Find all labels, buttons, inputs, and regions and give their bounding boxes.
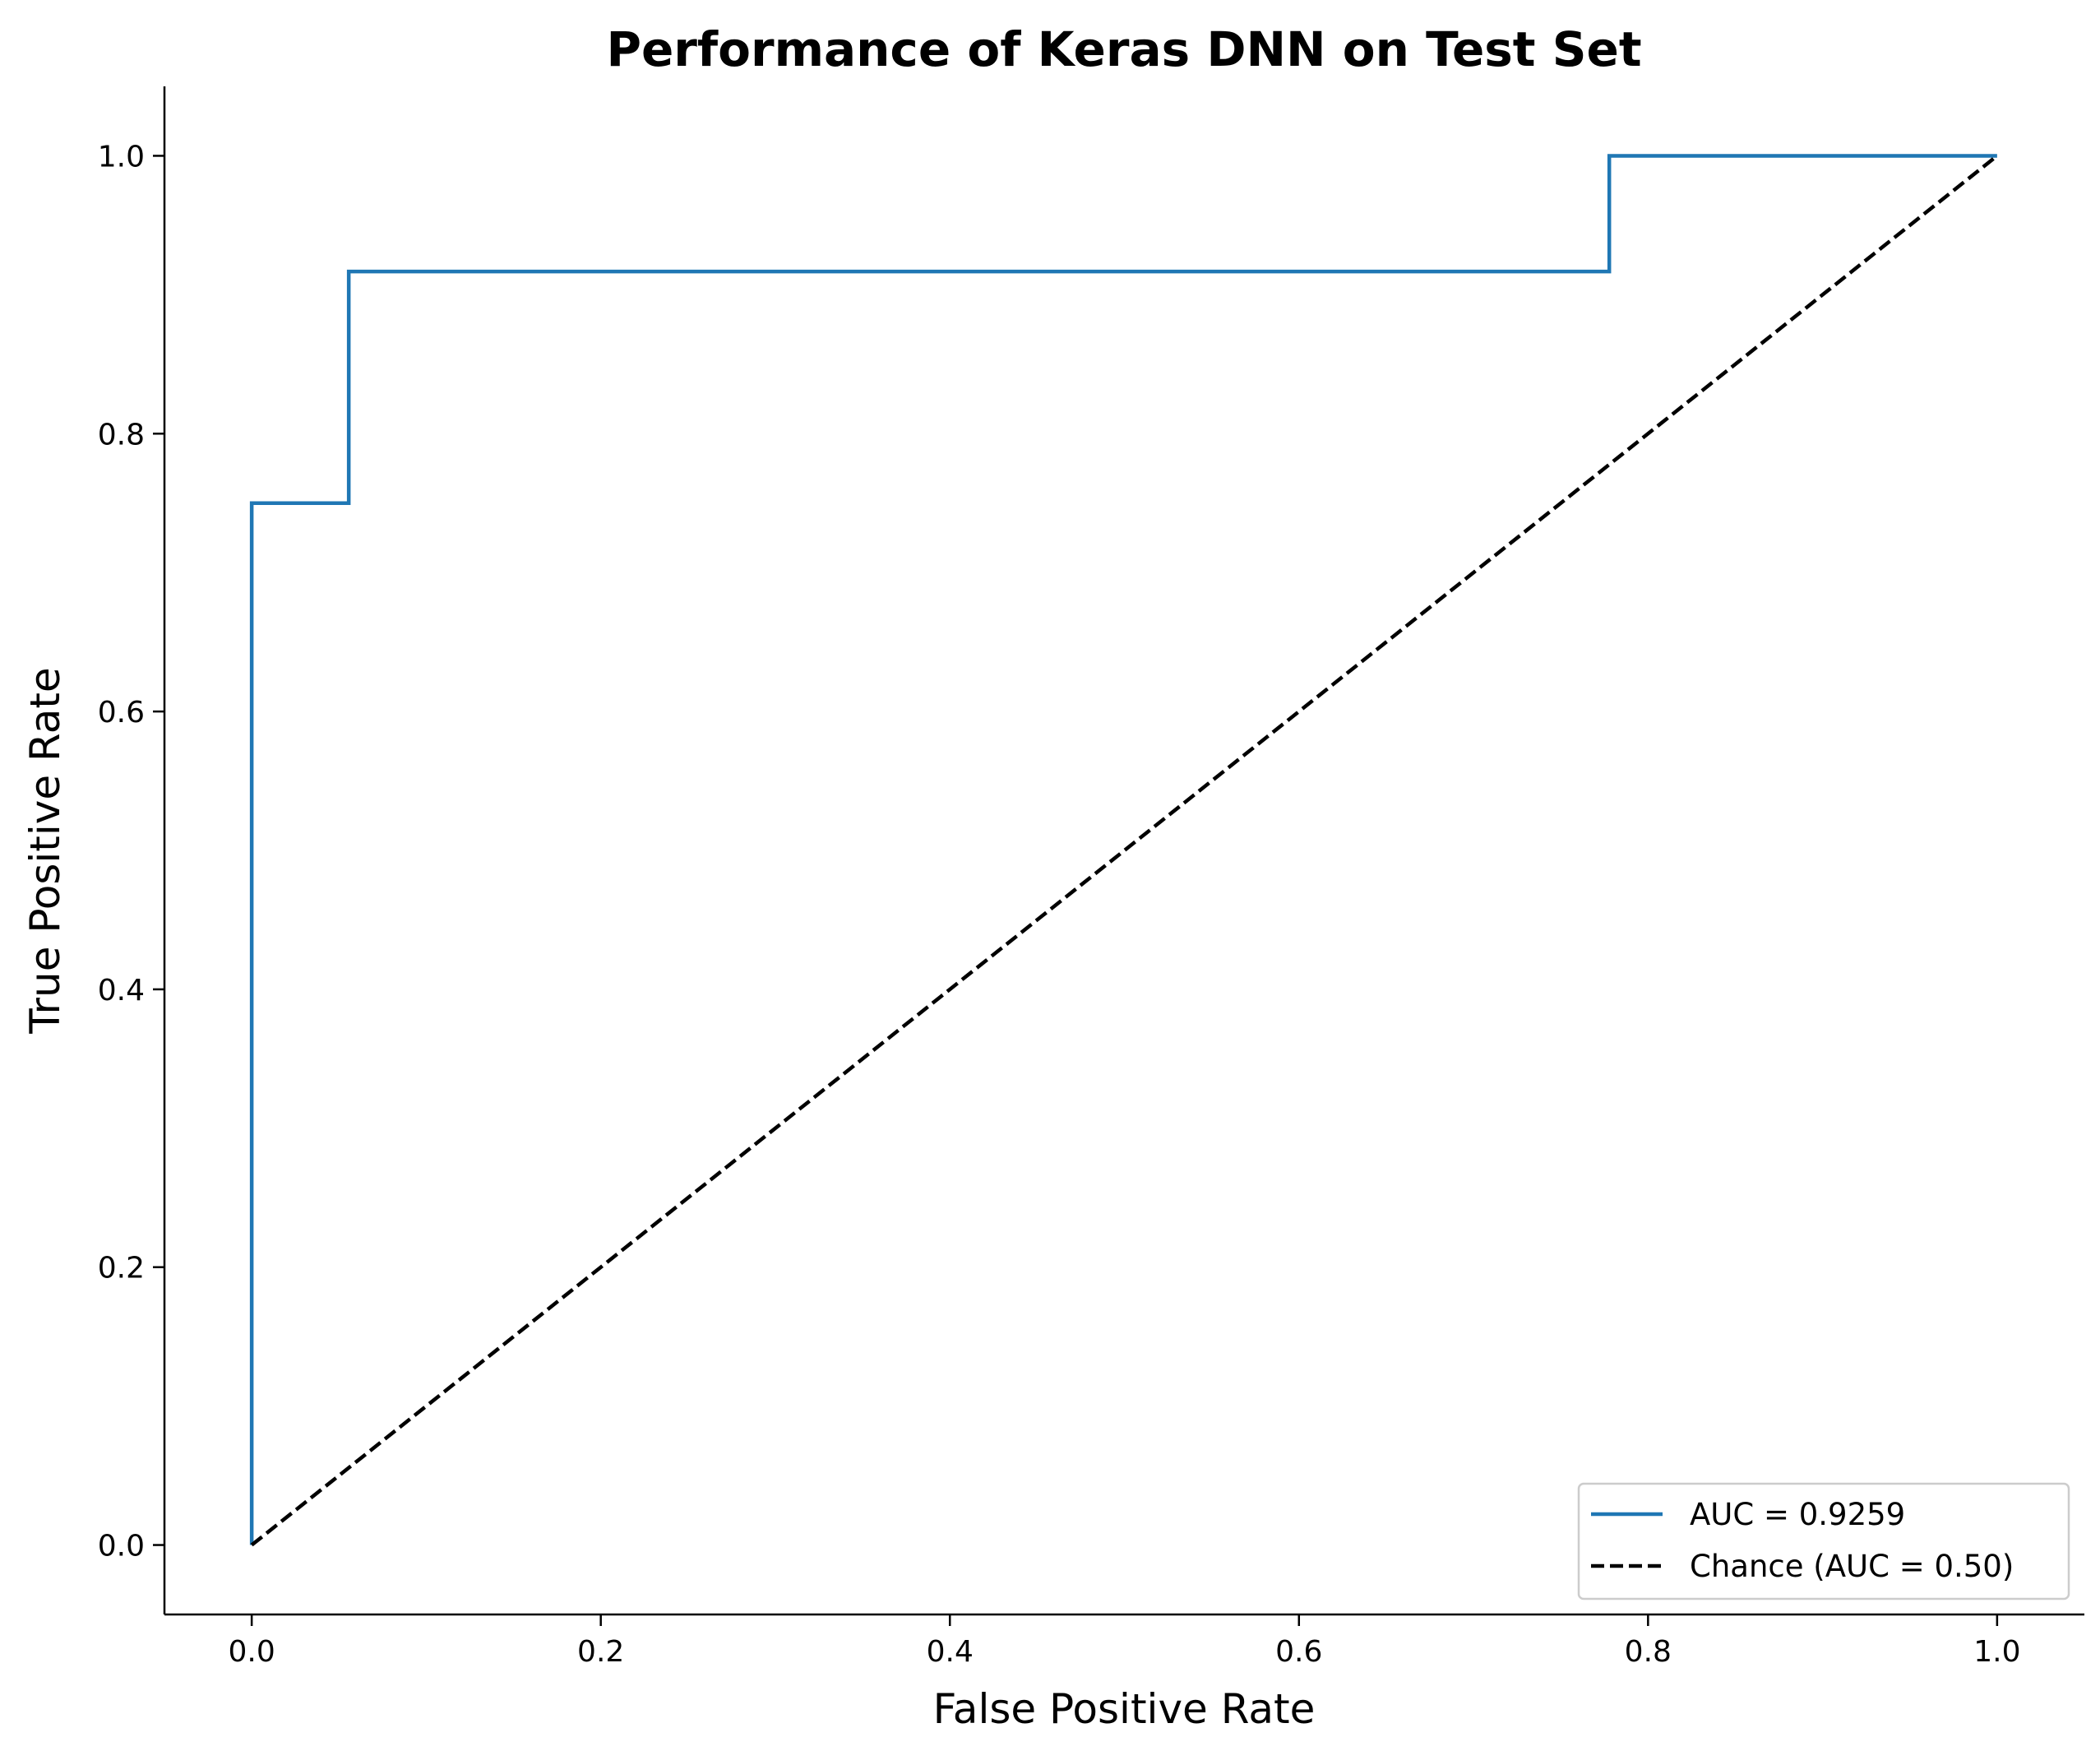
y-tick-label: 1.0 bbox=[98, 140, 145, 174]
y-tick-label: 0.8 bbox=[98, 418, 145, 452]
x-tick-label: 0.2 bbox=[577, 1635, 624, 1669]
y-tick-label: 0.6 bbox=[98, 696, 145, 730]
y-tick-label: 0.2 bbox=[98, 1252, 145, 1285]
plot-area: 0.0 0.2 0.4 0.6 0.8 1.0 0.0 0.2 0.4 0.6 0.8 1.0 bbox=[98, 86, 2084, 1669]
y-ticks: 0.0 0.2 0.4 0.6 0.8 1.0 bbox=[98, 140, 164, 1563]
legend: AUC = 0.9259 Chance (AUC = 0.50) bbox=[1577, 1482, 2070, 1600]
x-tick-label: 0.0 bbox=[229, 1635, 275, 1669]
legend-box bbox=[1577, 1482, 2070, 1600]
x-tick-label: 1.0 bbox=[1973, 1635, 2020, 1669]
x-tick-label: 0.4 bbox=[927, 1635, 974, 1669]
x-tick-label: 0.6 bbox=[1275, 1635, 1322, 1669]
x-axis-label: False Positive Rate bbox=[933, 1685, 1316, 1733]
y-axis-label: True Positive Rate bbox=[21, 667, 69, 1034]
legend-label-chance: Chance (AUC = 0.50) bbox=[1690, 1549, 2014, 1584]
series-layer bbox=[249, 154, 1999, 1547]
y-tick-label: 0.4 bbox=[98, 974, 145, 1008]
chance-line bbox=[250, 154, 1999, 1547]
roc-curve-line bbox=[249, 154, 1997, 1545]
x-ticks: 0.0 0.2 0.4 0.6 0.8 1.0 bbox=[229, 1614, 2020, 1669]
x-tick-label: 0.8 bbox=[1625, 1635, 1672, 1669]
chart-title: Performance of Keras DNN on Test Set bbox=[606, 21, 1641, 77]
legend-label-roc: AUC = 0.9259 bbox=[1690, 1497, 1905, 1532]
y-tick-label: 0.0 bbox=[98, 1530, 145, 1563]
